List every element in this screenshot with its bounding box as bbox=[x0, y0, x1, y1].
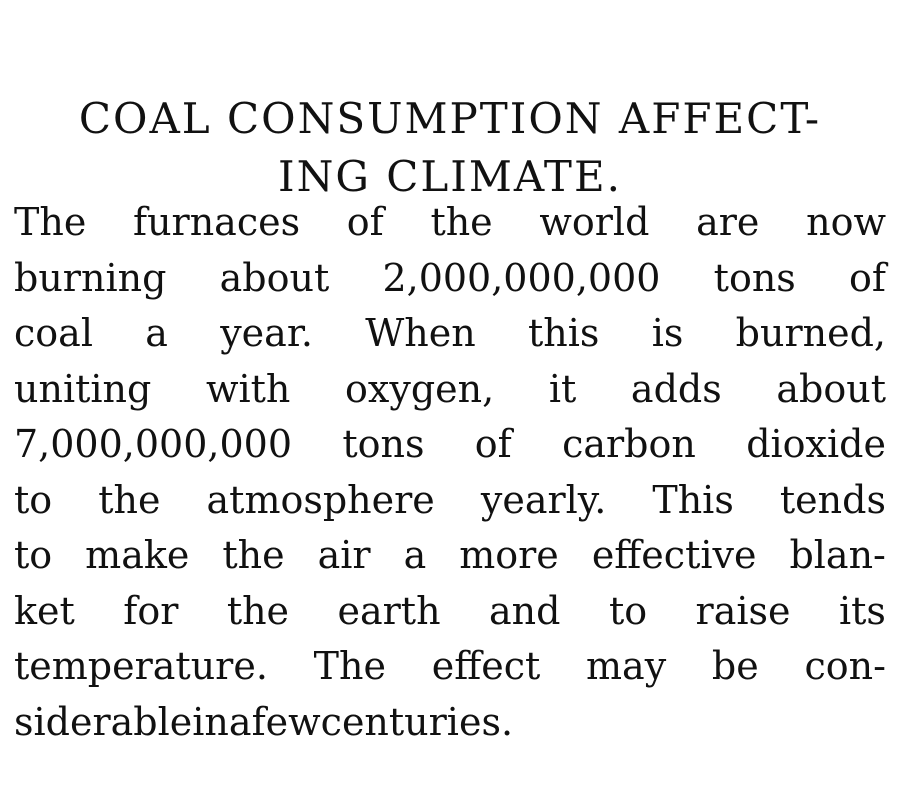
word: year. bbox=[220, 311, 313, 355]
word: earth bbox=[337, 588, 441, 633]
word: about bbox=[776, 366, 886, 411]
word: the bbox=[430, 200, 493, 244]
word: are bbox=[696, 200, 760, 244]
headline-line: ING CLIMATE. bbox=[278, 152, 622, 202]
word: the bbox=[222, 533, 285, 577]
text-line: to make the air a more effective blan- bbox=[14, 528, 886, 584]
headline-line: COAL CONSUMPTION AFFECT- bbox=[78, 94, 822, 144]
word: of bbox=[346, 200, 384, 244]
word: ket bbox=[14, 588, 75, 633]
word: effective bbox=[591, 533, 757, 577]
word: a bbox=[145, 311, 168, 355]
word: the bbox=[226, 588, 290, 633]
word: a bbox=[228, 699, 252, 744]
text-line: siderable in a few centuries. bbox=[14, 695, 886, 751]
text-line: temperature. The effect may be con- bbox=[14, 639, 886, 695]
word: The bbox=[14, 200, 87, 244]
word: 7,000,000,000 bbox=[14, 422, 293, 466]
word: its bbox=[838, 588, 886, 633]
word: coal bbox=[14, 311, 93, 355]
word: this bbox=[528, 311, 600, 355]
headline: COAL CONSUMPTION AFFECT- ING CLIMATE. bbox=[0, 90, 900, 206]
word: may bbox=[586, 644, 667, 688]
text-line: burning about 2,000,000,000 tons of bbox=[14, 251, 886, 307]
word: burning bbox=[14, 255, 167, 300]
text-line: 7,000,000,000 tons of carbon dioxide bbox=[14, 417, 886, 473]
word: furnaces bbox=[133, 200, 301, 244]
word: be bbox=[711, 644, 759, 688]
word: world bbox=[539, 200, 650, 244]
word: of bbox=[474, 422, 512, 466]
word: to bbox=[14, 533, 53, 577]
word: air bbox=[317, 533, 371, 577]
word: yearly. bbox=[480, 477, 607, 522]
word: a bbox=[403, 533, 427, 577]
word: for bbox=[123, 588, 179, 633]
word: raise bbox=[695, 588, 791, 633]
word: it bbox=[548, 366, 577, 411]
word: burned, bbox=[735, 311, 886, 355]
word: siderable bbox=[14, 699, 193, 744]
word: and bbox=[489, 588, 561, 633]
word: temperature. bbox=[14, 644, 268, 688]
word: blan- bbox=[789, 533, 886, 577]
text-line: uniting with oxygen, it adds about bbox=[14, 362, 886, 418]
word: uniting bbox=[14, 366, 152, 411]
word: atmosphere bbox=[206, 477, 435, 522]
word: carbon bbox=[562, 422, 696, 466]
word: oxygen, bbox=[345, 366, 495, 411]
word: about bbox=[219, 255, 330, 300]
word: tons bbox=[342, 422, 425, 466]
word: effect bbox=[431, 644, 541, 688]
article-body: The furnaces of the world are now burning about 2… bbox=[14, 195, 886, 750]
word: the bbox=[98, 477, 161, 522]
word: to bbox=[608, 588, 648, 633]
word: tends bbox=[779, 477, 886, 522]
word: tons bbox=[713, 255, 796, 300]
text-line: ket for the earth and to raise its bbox=[14, 584, 886, 640]
text-line: to the atmosphere yearly. This tends bbox=[14, 473, 886, 529]
word: is bbox=[651, 311, 684, 355]
word: with bbox=[205, 366, 291, 411]
word: make bbox=[85, 533, 190, 577]
word: dioxide bbox=[746, 422, 886, 466]
word: now bbox=[806, 200, 886, 244]
word: The bbox=[313, 644, 386, 688]
word: more bbox=[459, 533, 559, 577]
word: of bbox=[849, 255, 886, 300]
text-line: coal a year. When this is burned, bbox=[14, 306, 886, 362]
word: few bbox=[251, 699, 321, 744]
word: This bbox=[652, 477, 734, 522]
word: 2,000,000,000 bbox=[382, 255, 661, 300]
word: con- bbox=[804, 644, 886, 688]
word: When bbox=[365, 311, 476, 355]
word: adds bbox=[630, 366, 722, 411]
word: to bbox=[14, 477, 53, 522]
word: in bbox=[192, 699, 229, 744]
text-line: The furnaces of the world are now bbox=[14, 195, 886, 251]
word: centuries. bbox=[320, 699, 514, 744]
